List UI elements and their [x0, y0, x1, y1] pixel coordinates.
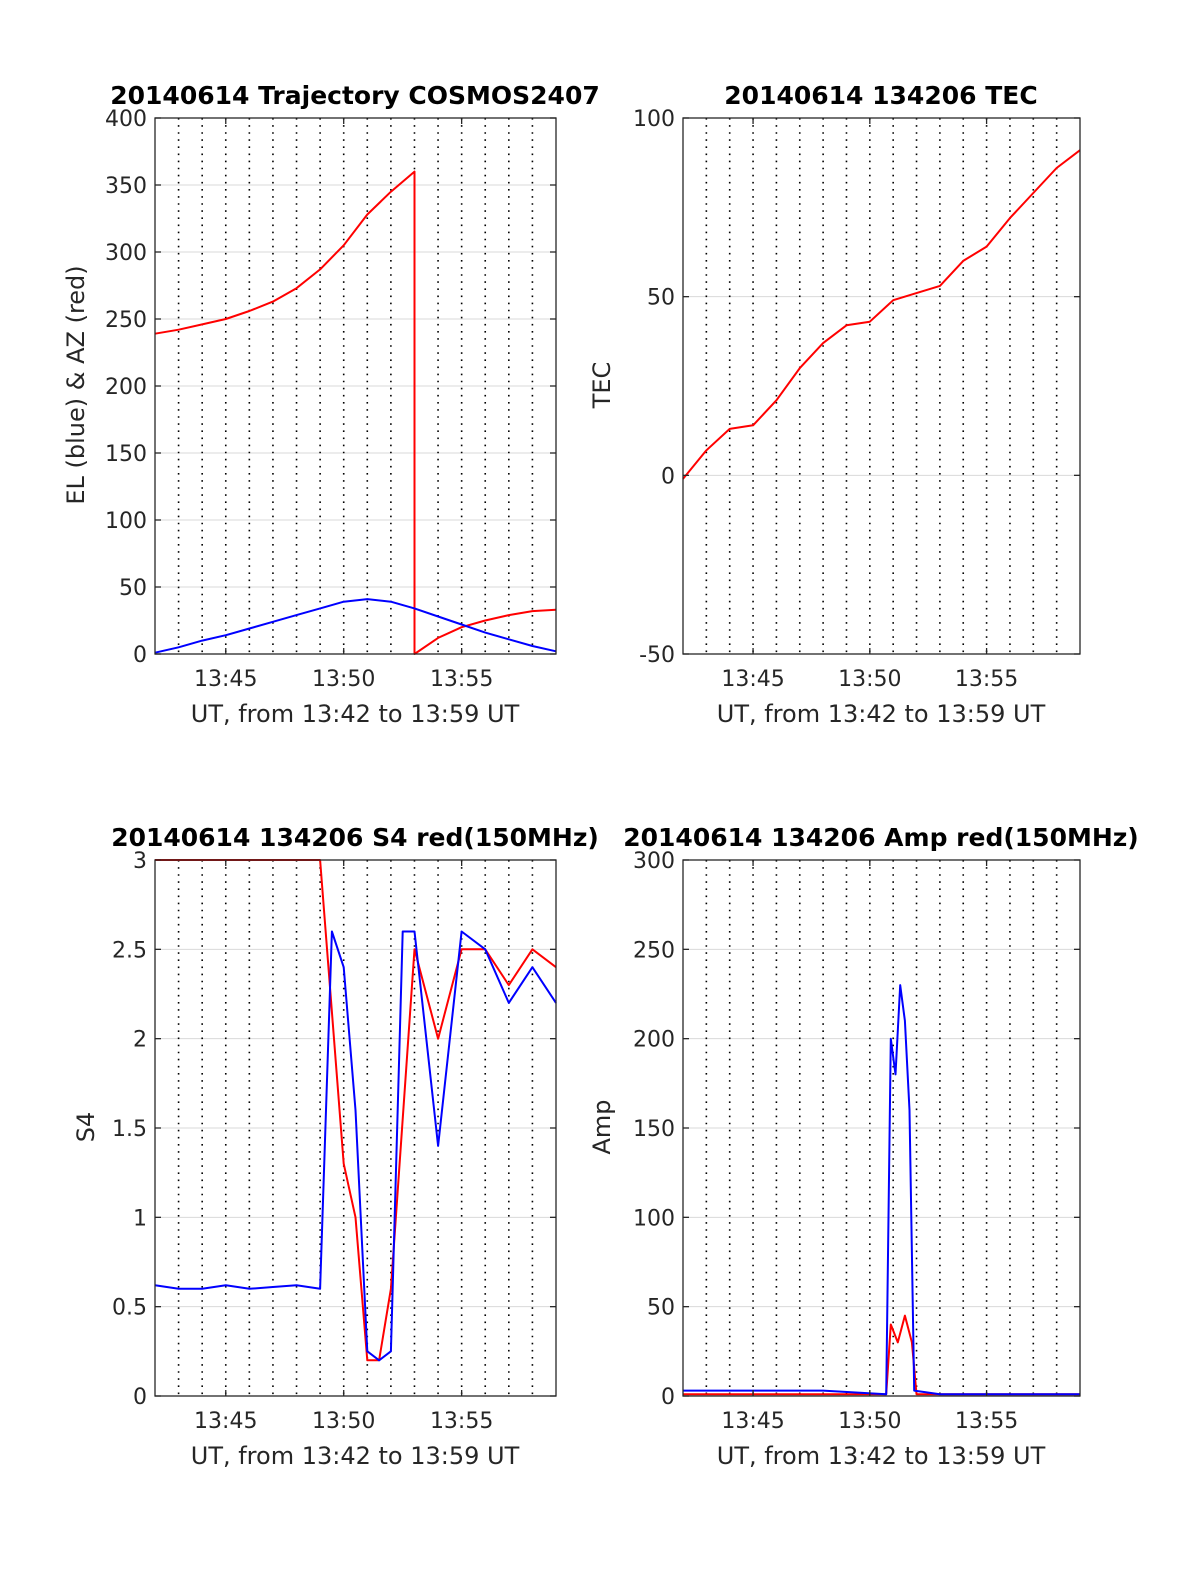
x-tick-label: 13:50: [838, 667, 901, 692]
x-tick-label: 13:55: [955, 1409, 1018, 1434]
series-line-red: [682, 149, 1081, 480]
y-tick-label: 300: [105, 241, 147, 266]
plot-area: -50 0 50 100 13:45 13:50 13:55: [633, 107, 1081, 692]
y-tick-label: 0.5: [112, 1296, 147, 1321]
x-tick-label: 13:45: [194, 1409, 257, 1434]
y-tick-label: 0: [661, 464, 675, 489]
x-tick-label: 13:55: [955, 667, 1018, 692]
y-tick-label: 50: [647, 286, 675, 311]
y-tick-label: 0: [661, 1385, 675, 1410]
y-tick-label: 200: [633, 1028, 675, 1053]
y-tick-label: 3: [133, 849, 147, 874]
chart-title: 20140614 134206 Amp red(150MHz): [623, 823, 1139, 852]
y-axis-label: EL (blue) & AZ (red): [62, 265, 90, 504]
y-tick-label: 1: [133, 1206, 147, 1231]
plot-area: 0 0.5 1 1.5 2 2.5 3 13:45 13:50 13:55: [112, 849, 557, 1434]
y-tick-label: -50: [639, 643, 675, 668]
series-line-red: [683, 1314, 1080, 1396]
y-tick-label: 100: [105, 509, 147, 534]
panel-trajectory: 20140614 Trajectory COSMOS2407 0 50 100 150…: [62, 81, 600, 728]
y-tick-label: 1.5: [112, 1117, 147, 1142]
y-tick-label: 300: [633, 849, 675, 874]
y-tick-label: 0: [133, 643, 147, 668]
chart-title: 20140614 134206 S4 red(150MHz): [111, 823, 599, 852]
y-tick-label: 250: [105, 308, 147, 333]
x-axis-label: UT, from 13:42 to 13:59 UT: [191, 700, 520, 728]
x-tick-label: 13:45: [721, 1409, 784, 1434]
y-tick-label: 50: [119, 576, 147, 601]
y-tick-label: 250: [633, 938, 675, 963]
x-tick-label: 13:55: [430, 667, 493, 692]
series-line-blue: [683, 984, 1080, 1396]
plot-area: 0 50 100 150 200 250 300 350 400 13:45 13:50 13:55: [105, 107, 557, 692]
x-axis-label: UT, from 13:42 to 13:59 UT: [191, 1442, 520, 1470]
series-line-red: [154, 170, 557, 655]
panel-s4: 20140614 134206 S4 red(150MHz) 0 0.5 1 1.5 2…: [72, 823, 599, 1470]
panel-tec: 20140614 134206 TEC -50 0 50 100 13:45 13:50 1…: [588, 81, 1081, 728]
axes-box: [682, 117, 1081, 655]
x-axis-label: UT, from 13:42 to 13:59 UT: [717, 700, 1046, 728]
y-tick-label: 50: [647, 1296, 675, 1321]
y-tick-label: 100: [633, 1206, 675, 1231]
x-tick-label: 13:50: [838, 1409, 901, 1434]
series-line-blue: [154, 930, 557, 1362]
y-tick-label: 200: [105, 375, 147, 400]
y-axis-label: Amp: [588, 1099, 616, 1154]
y-tick-label: 0: [133, 1385, 147, 1410]
x-tick-label: 13:50: [312, 1409, 375, 1434]
x-tick-label: 13:45: [721, 667, 784, 692]
chart-title: 20140614 Trajectory COSMOS2407: [110, 81, 600, 110]
y-axis-label: TEC: [588, 362, 616, 410]
chart-title: 20140614 134206 TEC: [724, 81, 1037, 110]
y-tick-label: 400: [105, 107, 147, 132]
y-tick-label: 350: [105, 174, 147, 199]
x-tick-label: 13:50: [312, 667, 375, 692]
y-axis-label: S4: [72, 1112, 100, 1143]
y-tick-label: 150: [105, 442, 147, 467]
x-tick-label: 13:45: [194, 667, 257, 692]
y-tick-label: 150: [633, 1117, 675, 1142]
y-tick-label: 2.5: [112, 938, 147, 963]
series-line-blue: [154, 598, 557, 654]
x-tick-label: 13:55: [430, 1409, 493, 1434]
panel-amp: 20140614 134206 Amp red(150MHz) 0 50 100 15…: [588, 823, 1139, 1470]
y-tick-label: 2: [133, 1028, 147, 1053]
plot-area: 0 50 100 150 200 250 300 13:45 13:50 13:55: [633, 849, 1081, 1434]
x-axis-label: UT, from 13:42 to 13:59 UT: [717, 1442, 1046, 1470]
y-tick-label: 100: [633, 107, 675, 132]
